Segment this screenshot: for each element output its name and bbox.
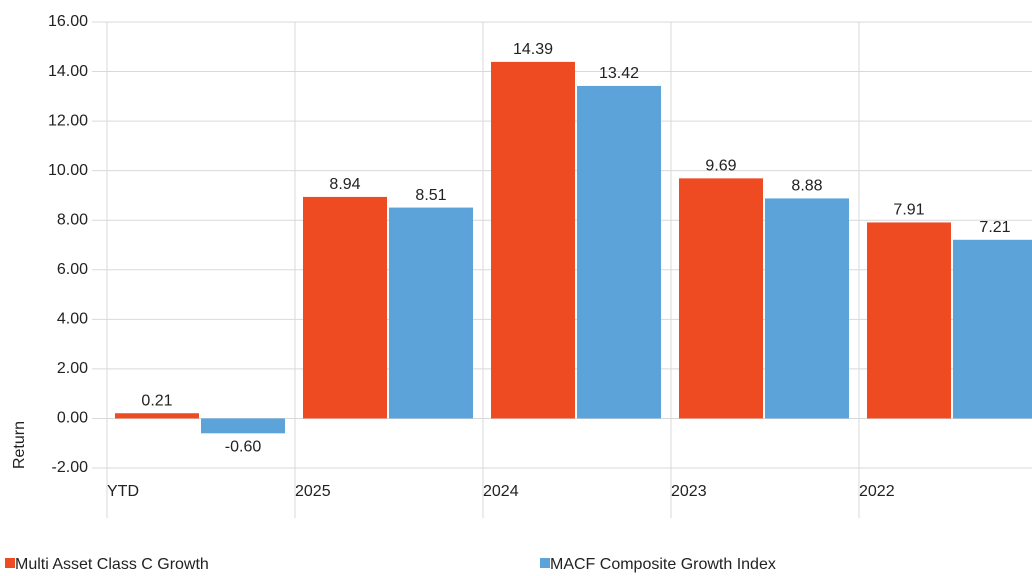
- value-label: -0.60: [225, 439, 262, 456]
- bar: [765, 198, 849, 419]
- value-label: 13.42: [599, 65, 639, 82]
- value-label: 8.88: [791, 178, 822, 195]
- y-tick-label: 12.00: [48, 112, 88, 129]
- value-label: 7.21: [979, 219, 1010, 236]
- y-tick-label: 6.00: [57, 261, 88, 278]
- legend-label: MACF Composite Growth Index: [550, 556, 776, 573]
- x-tick-label: 2024: [483, 483, 519, 500]
- x-tick-label: 2023: [671, 483, 707, 500]
- bar: [867, 222, 951, 419]
- y-tick-label: -2.00: [52, 459, 89, 476]
- x-tick-label: YTD: [107, 483, 139, 500]
- value-label: 9.69: [705, 158, 736, 175]
- legend-label: Multi Asset Class C Growth: [15, 556, 209, 573]
- x-tick-label: 2025: [295, 483, 331, 500]
- y-tick-label: 16.00: [48, 13, 88, 30]
- bar: [201, 418, 285, 434]
- bar: [115, 413, 199, 419]
- bar: [679, 178, 763, 419]
- value-label: 0.21: [141, 392, 172, 409]
- bar: [389, 207, 473, 419]
- x-tick-label: 2022: [859, 483, 895, 500]
- y-tick-label: 2.00: [57, 360, 88, 377]
- bar: [577, 85, 661, 419]
- legend-swatch: [540, 558, 550, 568]
- bar: [953, 239, 1032, 419]
- bar: [491, 61, 575, 419]
- value-label: 7.91: [893, 202, 924, 219]
- y-tick-label: 14.00: [48, 63, 88, 80]
- y-tick-label: 0.00: [57, 410, 88, 427]
- value-label: 14.39: [513, 41, 553, 58]
- y-axis-label: Return: [11, 421, 28, 469]
- y-tick-label: 4.00: [57, 311, 88, 328]
- value-label: 8.94: [329, 176, 360, 193]
- y-tick-label: 10.00: [48, 162, 88, 179]
- legend-swatch: [5, 558, 15, 568]
- y-tick-label: 8.00: [57, 211, 88, 228]
- bar: [303, 196, 387, 419]
- value-label: 8.51: [415, 187, 446, 204]
